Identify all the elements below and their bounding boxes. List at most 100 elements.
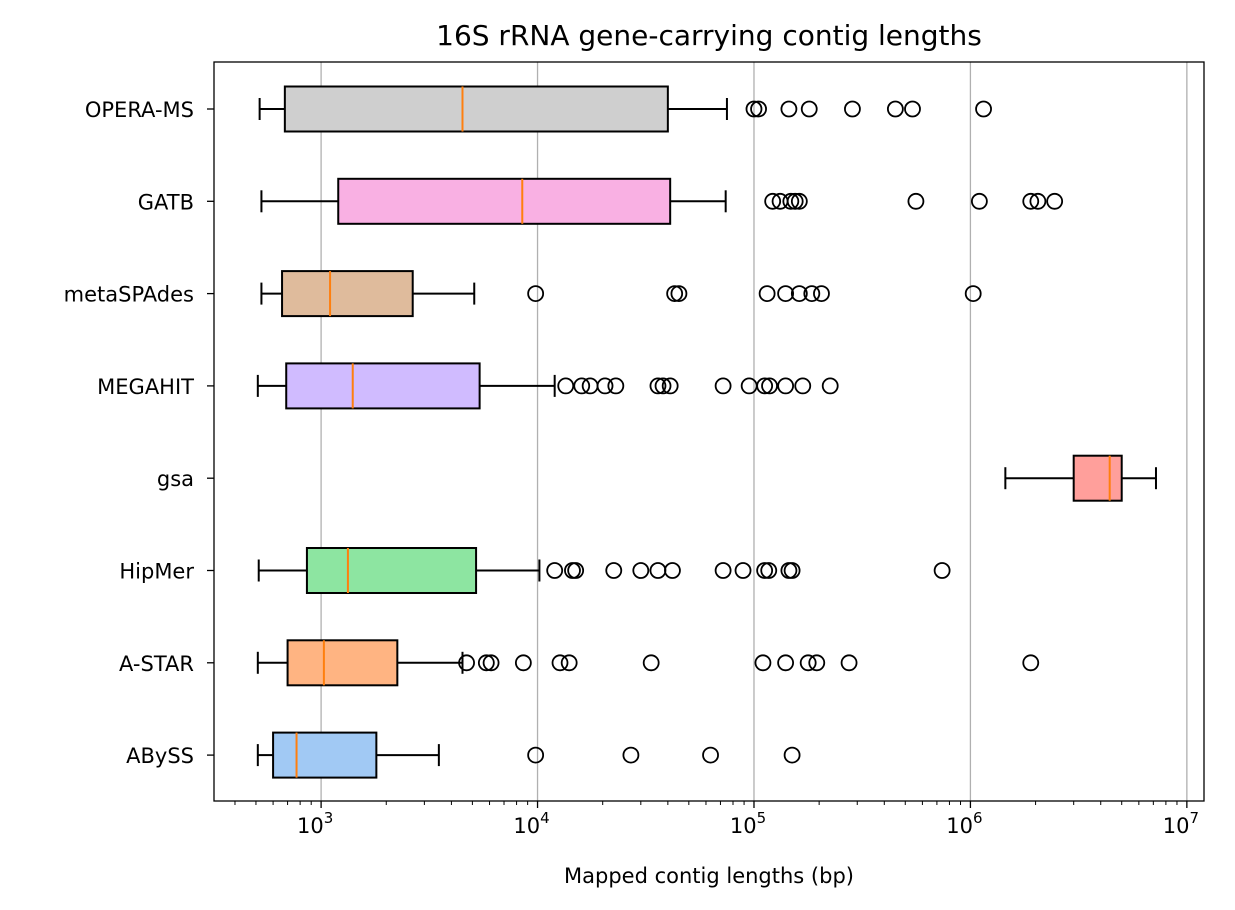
y-tick-label: GATB — [138, 190, 194, 214]
outlier-point — [1029, 192, 1047, 210]
x-tick-label: 106 — [946, 809, 982, 838]
outlier-point — [458, 654, 475, 672]
outlier-point — [560, 654, 578, 672]
x-tick-label: 107 — [1163, 809, 1199, 838]
outlier-point — [714, 377, 732, 395]
y-tick-label: MEGAHIT — [97, 375, 194, 399]
outlier-point — [786, 192, 804, 210]
outlier-point — [808, 654, 826, 672]
iqr-box — [337, 177, 672, 225]
box-layer — [256, 85, 1157, 779]
box-hipmer — [257, 547, 951, 594]
x-tick-label: 104 — [513, 809, 549, 838]
iqr-box — [281, 270, 414, 318]
outlier-point — [664, 562, 681, 579]
iqr-box — [272, 731, 378, 779]
y-tick-label: metaSPAdes — [64, 283, 194, 307]
outlier-point — [777, 654, 795, 672]
plot-frame — [213, 61, 1205, 802]
outlier-point — [642, 654, 660, 672]
outlier-point — [514, 654, 532, 672]
outlier-point — [649, 377, 667, 395]
outlier-point — [760, 562, 778, 579]
outlier-point — [761, 377, 778, 395]
outlier-point — [975, 100, 992, 118]
outlier-point — [714, 562, 732, 579]
outlier-point — [777, 377, 795, 395]
outlier-point — [1046, 192, 1064, 210]
outlier-point — [527, 285, 545, 303]
outlier-point — [783, 746, 801, 764]
y-tick-label: gsa — [157, 467, 194, 491]
outlier-point — [813, 285, 830, 303]
y-tick-label: A-STAR — [119, 652, 194, 676]
outlier-point — [702, 746, 719, 764]
outlier-point — [551, 654, 569, 672]
outlier-point — [596, 377, 614, 395]
box-metaspades — [260, 270, 982, 318]
outlier-point — [780, 100, 798, 118]
outlier-point — [661, 377, 679, 395]
x-axis: 103 104 105 106 107 — [234, 801, 1199, 838]
outlier-point — [546, 562, 564, 579]
outlier-point — [844, 100, 861, 118]
iqr-box — [286, 639, 399, 687]
outlier-point — [567, 562, 585, 579]
y-axis: OPERA-MS GATB metaSPAdes MEGAHIT gsa HipMer A-… — [64, 98, 214, 768]
outlier-point — [790, 192, 808, 210]
box-abyss — [256, 731, 801, 779]
y-tick-label: ABySS — [126, 744, 194, 768]
outlier-point — [933, 562, 951, 579]
outlier-point — [794, 377, 812, 395]
outlier-point — [622, 746, 640, 764]
outlier-point — [654, 377, 672, 395]
outlier-point — [482, 654, 500, 672]
outlier-point — [799, 654, 817, 672]
box-gatb — [260, 177, 1064, 225]
x-tick-label: 105 — [730, 809, 766, 838]
y-tick-label: OPERA-MS — [85, 98, 194, 122]
iqr-box — [285, 362, 481, 410]
outlier-point — [758, 285, 776, 303]
outlier-point — [1022, 192, 1040, 210]
outlier-point — [840, 654, 858, 672]
x-tick-label: 103 — [297, 809, 333, 838]
chart-title: 16S rRNA gene-carrying contig lengths — [436, 19, 982, 52]
outlier-point — [764, 192, 782, 210]
outlier-point — [790, 285, 808, 303]
y-tick-label: HipMer — [119, 560, 194, 584]
outlier-point — [607, 377, 625, 395]
outlier-point — [756, 377, 774, 395]
outlier-point — [632, 562, 650, 579]
box-megahit — [256, 362, 839, 410]
box-opera-ms — [258, 85, 992, 133]
iqr-box — [283, 85, 669, 133]
outlier-point — [886, 100, 904, 118]
iqr-box — [305, 547, 478, 594]
outlier-point — [754, 654, 772, 672]
outlier-point — [573, 377, 591, 395]
outlier-point — [557, 377, 575, 395]
box-gsa — [1004, 454, 1157, 502]
outlier-point — [734, 562, 752, 579]
outlier-point — [803, 285, 821, 303]
outlier-point — [800, 100, 818, 118]
outlier-point — [605, 562, 623, 579]
outlier-point — [904, 100, 921, 118]
box-a-star — [256, 639, 1040, 687]
outlier-point — [783, 562, 801, 579]
outlier-point — [477, 654, 495, 672]
outlier-point — [756, 562, 774, 579]
outlier-point — [821, 377, 839, 395]
outlier-point — [750, 100, 767, 118]
outlier-point — [964, 285, 982, 303]
x-axis-label: Mapped contig lengths (bp) — [564, 864, 854, 888]
outlier-point — [670, 285, 688, 303]
outlier-point — [666, 285, 684, 303]
outlier-point — [907, 192, 925, 210]
outlier-point — [777, 285, 795, 303]
outlier-point — [527, 746, 545, 764]
outlier-point — [1022, 654, 1040, 672]
